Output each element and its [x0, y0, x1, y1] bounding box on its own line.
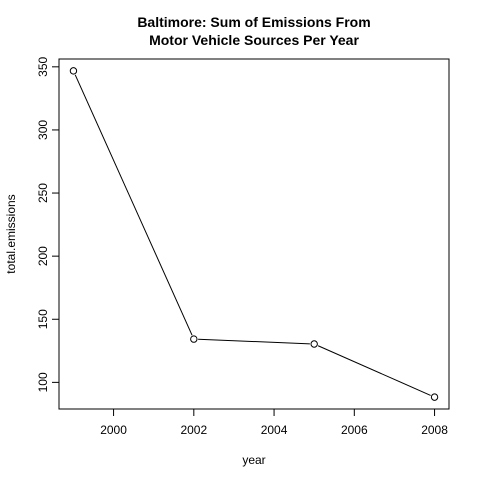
data-point: [430, 393, 439, 401]
data-point: [69, 67, 78, 75]
series-total-emissions: [69, 67, 439, 401]
x-axis: 2000 2002 2004 2006 2008: [100, 408, 448, 437]
y-tick-label: 250: [36, 183, 50, 203]
y-tick-label: 150: [36, 309, 50, 329]
series-line-segment: [317, 345, 431, 396]
chart-title-line-2: Motor Vehicle Sources Per Year: [149, 32, 359, 48]
y-axis-label: total.emissions: [4, 194, 18, 273]
data-point: [310, 340, 318, 348]
y-tick-label: 300: [36, 120, 50, 140]
chart-title-line-1: Baltimore: Sum of Emissions From: [137, 14, 370, 30]
x-tick-label: 2008: [421, 423, 448, 437]
x-tick-label: 2000: [100, 423, 127, 437]
x-tick-label: 2006: [341, 423, 368, 437]
data-point: [190, 335, 198, 343]
series-line-segment: [74, 74, 193, 336]
y-axis: 100 150 200 250 300 350: [36, 56, 60, 392]
x-tick-label: 2002: [180, 423, 207, 437]
x-axis-label: year: [242, 453, 265, 467]
x-tick-label: 2004: [261, 423, 288, 437]
y-tick-label: 200: [36, 246, 50, 266]
y-tick-label: 350: [36, 56, 50, 76]
series-line-segment: [198, 338, 310, 345]
y-tick-label: 100: [36, 372, 50, 392]
